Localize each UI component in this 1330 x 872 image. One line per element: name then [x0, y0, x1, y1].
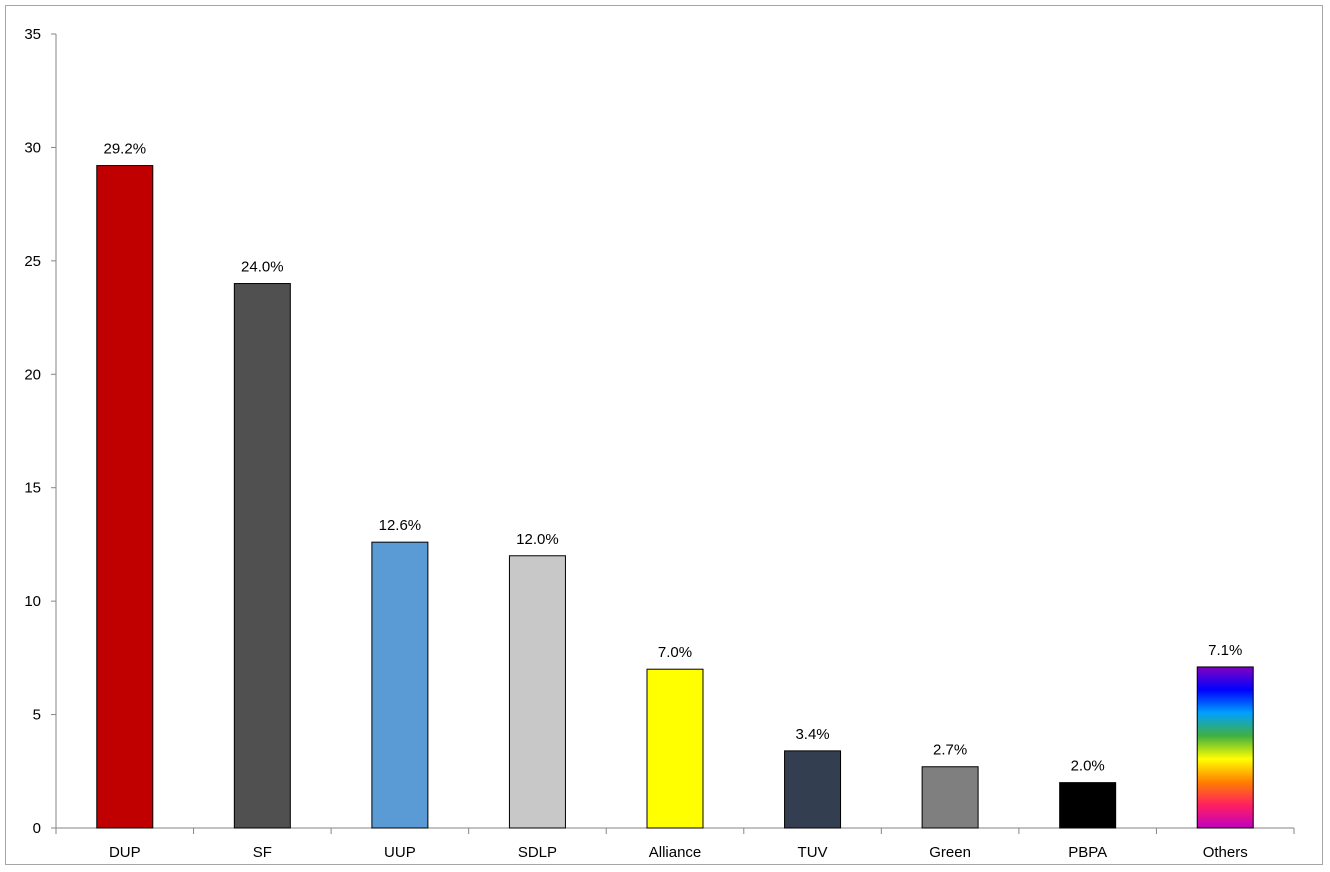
bar-sdlp [508, 555, 566, 829]
y-tick-label: 20 [24, 366, 41, 383]
bar-uup [371, 541, 429, 829]
data-label-alliance: 7.0% [658, 644, 692, 661]
bar-green [921, 766, 979, 829]
x-tick-label-sdlp: SDLP [518, 844, 557, 861]
x-tick-label-dup: DUP [109, 844, 141, 861]
data-label-dup: 29.2% [104, 141, 147, 158]
data-label-green: 2.7% [933, 742, 967, 759]
data-label-sdlp: 12.0% [516, 531, 559, 548]
x-tick-label-uup: UUP [384, 844, 416, 861]
x-tick-label-alliance: Alliance [649, 844, 702, 861]
x-tick-label-green: Green [929, 844, 971, 861]
x-tick-label-tuv: TUV [798, 844, 828, 861]
labels: 29.2% DUP 24.0% SF 12.6% UUP 12.0% SDLP 7.0% Alli… [104, 141, 1248, 861]
data-label-uup: 12.6% [379, 517, 422, 534]
y-tick-label: 10 [24, 593, 41, 610]
bar-others [1196, 666, 1254, 829]
bar-sf [233, 283, 291, 829]
bar-alliance [646, 668, 704, 829]
y-tick-label: 25 [24, 253, 41, 270]
data-label-others: 7.1% [1208, 642, 1242, 659]
y-tick-label: 15 [24, 480, 41, 497]
bar-dup [96, 165, 154, 829]
y-tick-label: 30 [24, 139, 41, 156]
bar-tuv [784, 750, 842, 829]
bar-pbpa [1059, 782, 1117, 829]
x-tick-label-pbpa: PBPA [1068, 844, 1107, 861]
x-tick-label-sf: SF [253, 844, 272, 861]
data-label-pbpa: 2.0% [1071, 758, 1105, 775]
bars [96, 165, 1254, 829]
y-tick-label: 0 [33, 820, 41, 837]
x-tick-label-others: Others [1203, 844, 1248, 861]
y-tick-label: 35 [24, 26, 41, 43]
data-label-sf: 24.0% [241, 259, 284, 276]
data-label-tuv: 3.4% [795, 726, 829, 743]
y-tick-label: 5 [33, 707, 41, 724]
